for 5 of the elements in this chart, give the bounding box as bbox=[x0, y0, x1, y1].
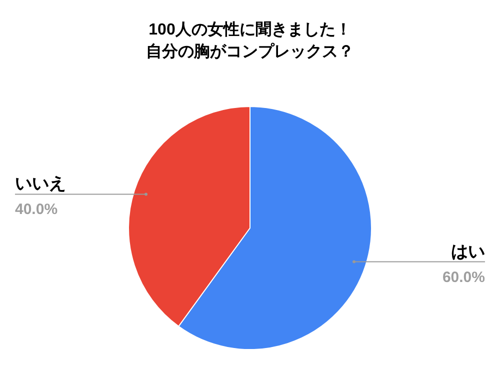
slice-label: いいえ bbox=[15, 174, 66, 194]
data-label: 60.0% bbox=[442, 268, 485, 286]
slice-label: はい bbox=[451, 242, 485, 261]
data-label: 40.0% bbox=[15, 201, 58, 218]
chart-title: 100人の女性に聞きました！自分の胸がコンプレックス？ bbox=[146, 20, 354, 60]
